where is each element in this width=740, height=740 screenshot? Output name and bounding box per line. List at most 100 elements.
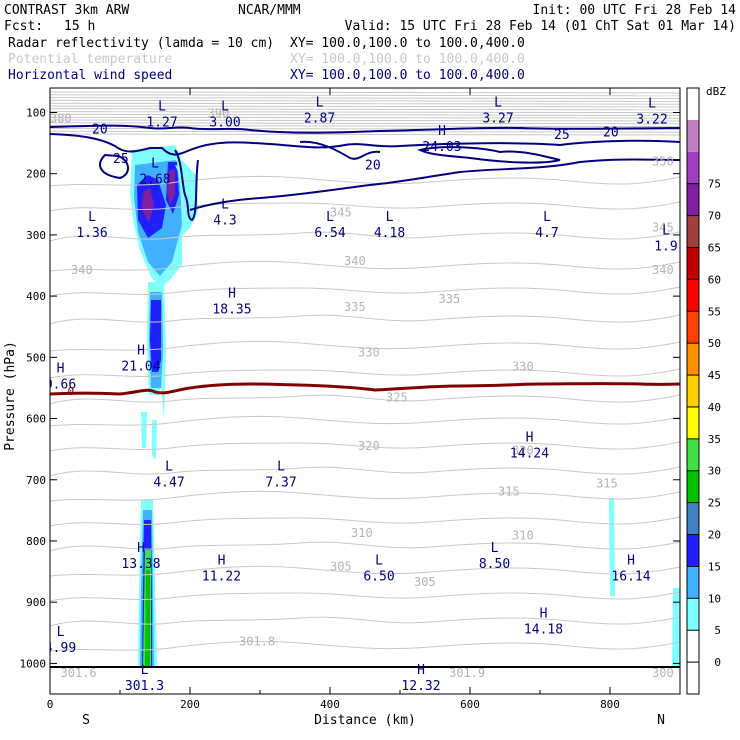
theta-contour-label: 340: [71, 263, 93, 277]
colorbar-swatch: [687, 566, 699, 599]
extremum-type-L: L: [491, 541, 499, 556]
refl-area-low-30dbz: [145, 570, 150, 667]
colorbar-level-label: 20: [708, 529, 721, 542]
extremum-value: 12.32: [401, 679, 440, 694]
colorbar-swatch: [687, 662, 699, 694]
colorbar-swatch: [687, 406, 699, 439]
wind-contour-label: 20: [365, 159, 381, 174]
theta-contour: [50, 286, 680, 297]
theta-contour-upper: [50, 97, 680, 100]
theta-contour-label: 301.9: [449, 666, 485, 680]
extremum-value: 3.22: [636, 113, 667, 128]
theta-contour-label: 315: [498, 484, 520, 498]
colorbar-level-label: 25: [708, 497, 721, 510]
extremum-type-L: L: [221, 198, 229, 213]
extremum-type-H: H: [417, 663, 425, 678]
x-tick-label: 600: [460, 698, 480, 711]
theta-contour-label: 310: [512, 528, 534, 542]
colorbar-swatch: [687, 502, 699, 535]
colorbar-swatch: [687, 279, 699, 312]
theta-contour: [50, 231, 680, 242]
theta-contour: [50, 616, 680, 627]
refl-area-right-5dbz-b: [672, 588, 680, 666]
extremum-value: 1.27: [146, 116, 177, 131]
theta-contour: [50, 260, 680, 272]
x-tick-label: 200: [180, 698, 200, 711]
extremum-type-H: H: [137, 343, 145, 358]
y-tick-label: 500: [26, 351, 46, 364]
theta-contour-label: 335: [344, 300, 366, 314]
theta-contour: [50, 441, 680, 452]
extremum-value: 8.50: [479, 557, 510, 572]
theta-contour-label: 340: [652, 263, 674, 277]
freezing-level-line: [50, 382, 680, 396]
extremum-type-L: L: [662, 223, 670, 238]
x-tick-label: 0: [47, 698, 54, 711]
field-xy-theta: XY= 100.0,100.0 to 100.0,400.0: [290, 52, 525, 67]
theta-contour: [50, 516, 680, 527]
wind-speed-contours: [50, 124, 680, 222]
theta-contour-upper: [50, 119, 680, 122]
extremum-type-L: L: [277, 460, 285, 475]
x-axis-end-south: S: [82, 713, 90, 728]
y-tick-label: 900: [26, 596, 46, 609]
theta-contour-label: 390: [208, 107, 230, 121]
colorbar-frame: [686, 87, 700, 695]
colorbar-level-label: 35: [708, 433, 721, 446]
extremum-type-H: H: [228, 286, 236, 301]
extremum-value: 11.22: [202, 569, 241, 584]
theta-contour: [50, 565, 680, 577]
wind-contour-jetcore: [417, 146, 561, 164]
extremum-value: 4.18: [374, 226, 405, 241]
theta-contour-label: 301.8: [239, 634, 275, 648]
y-tick-label: 700: [26, 474, 46, 487]
extremum-type-L: L: [165, 460, 173, 475]
y-tick-label: 1000: [20, 657, 47, 670]
colorbar-swatch: [687, 438, 699, 471]
extremum-type-H: H: [137, 541, 145, 556]
model-name: CONTRAST 3km ARW: [4, 3, 129, 18]
theta-contour-upper: [50, 108, 680, 111]
colorbar-level-label: 0: [714, 656, 721, 669]
theta-contour-upper: [50, 122, 680, 125]
wind-contour-label: 20: [603, 126, 619, 141]
theta-contour: [50, 591, 680, 602]
extremum-type-L: L: [375, 553, 383, 568]
x-axis-end-north: N: [657, 713, 665, 728]
extremum-type-L: L: [88, 210, 96, 225]
theta-contour-label: 315: [596, 476, 618, 490]
y-axis-label: Pressure (hPa): [3, 341, 18, 451]
y-tick-label: 400: [26, 290, 46, 303]
extremum-type-L: L: [543, 210, 551, 225]
field-name-reflectivity: Radar reflectivity (lamda = 10 cm): [8, 36, 274, 51]
wind-contour-label: 25: [554, 128, 570, 143]
theta-contour: [50, 368, 680, 379]
y-tick-label: 600: [26, 413, 46, 426]
refl-area-melting-5dbz-b: [152, 420, 157, 460]
init-time: Init: 00 UTC Fri 28 Feb 14: [533, 3, 737, 18]
colorbar-swatch: [687, 119, 699, 152]
colorbar-level-label: 60: [708, 273, 721, 286]
theta-contour-label: 305: [414, 575, 436, 589]
colorbar-level-label: 10: [708, 592, 721, 605]
field-name-wind: Horizontal wind speed: [8, 68, 172, 83]
extremum-value: 2.68: [139, 173, 170, 188]
extremum-type-L: L: [151, 157, 159, 172]
extremum-value: 14.18: [524, 623, 563, 638]
x-tick-label: 800: [600, 698, 620, 711]
theta-contour: [50, 201, 680, 212]
colorbar-level-label: 65: [708, 241, 721, 254]
refl-area-mid-15dbz: [150, 300, 161, 372]
y-tick-label: 100: [26, 106, 46, 119]
theta-contour-upper: [50, 111, 680, 114]
theta-contour: [50, 640, 680, 652]
colorbar-swatch: [687, 534, 699, 567]
theta-contour: [50, 314, 680, 325]
fcst-label: Fcst:: [4, 19, 43, 34]
theta-contour: [50, 490, 680, 502]
theta-contour-upper: [50, 99, 680, 102]
extremum-value: 24.03: [422, 140, 461, 155]
field-xy-reflectivity: XY= 100.0,100.0 to 100.0,400.0: [290, 36, 525, 51]
extremum-type-L: L: [648, 97, 656, 112]
colorbar-level-label: 40: [708, 401, 721, 414]
